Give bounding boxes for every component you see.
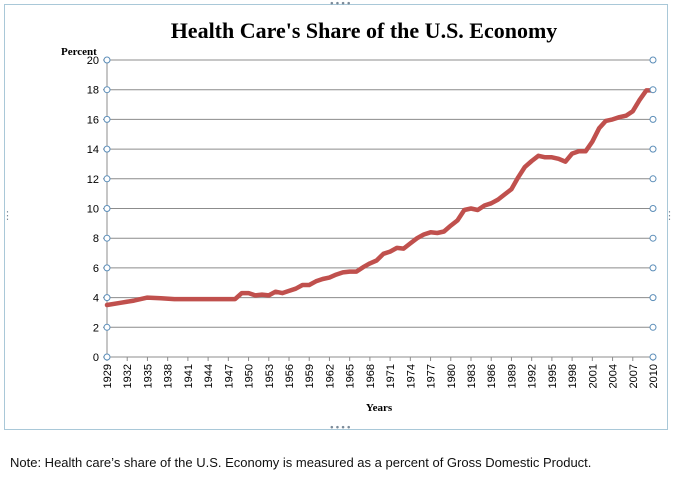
- x-axis-label: Years: [366, 402, 393, 414]
- gridline-handle-left-20: [103, 56, 111, 64]
- y-axis-label: Percent: [61, 46, 97, 58]
- resize-handle-left[interactable]: ⋮: [2, 209, 13, 222]
- x-tick-label-1977: 1977: [426, 364, 438, 388]
- axes: [103, 59, 654, 361]
- gridline-handle-left-12: [103, 175, 111, 183]
- series: [104, 88, 656, 308]
- x-tick-label-1965: 1965: [345, 364, 357, 388]
- y-tick-label-16: 16: [87, 114, 99, 126]
- gridline-handle-right-18: [649, 86, 657, 94]
- x-tick-label-1983: 1983: [466, 364, 478, 388]
- gridline-handle-left-4: [103, 294, 111, 302]
- gridline-handle-right-2: [649, 323, 657, 331]
- gridline-handle-left-18: [103, 86, 111, 94]
- x-tick-labels: 1929 1932 1935 1938 1941 1944 1947 1950 1953 1956…: [102, 364, 660, 388]
- gridline-handle-left-16: [103, 115, 111, 123]
- line-chart: Health Care's Share of the U.S. Economy …: [61, 18, 660, 414]
- resize-handle-top[interactable]: ∙∙∙∙: [329, 0, 352, 9]
- gridline-handle-left-8: [103, 234, 111, 242]
- x-tick-label-2010: 2010: [648, 364, 660, 388]
- x-tick-label-1995: 1995: [547, 364, 559, 388]
- chart-frame[interactable]: ∙∙∙∙ ∙∙∙∙ ⋮ ⋮ Health Care's Share of the…: [2, 0, 675, 433]
- gridline-handle-right-12: [649, 175, 657, 183]
- y-tick-label-4: 4: [93, 293, 99, 305]
- x-tick-label-1947: 1947: [223, 364, 235, 388]
- x-tick-label-1953: 1953: [264, 364, 276, 388]
- gridline-handle-right-10: [649, 205, 657, 212]
- x-tick-label-1998: 1998: [567, 364, 579, 388]
- x-tick-label-1932: 1932: [122, 364, 134, 388]
- x-tick-label-1929: 1929: [102, 364, 114, 388]
- chart-note: Note: Health care’s share of the U.S. Ec…: [10, 455, 592, 470]
- x-tick-label-1950: 1950: [244, 364, 256, 388]
- x-tick-label-1944: 1944: [203, 364, 215, 388]
- gridline-handle-right-0: [649, 353, 657, 361]
- y-tick-label-8: 8: [93, 233, 99, 245]
- x-tick-label-1935: 1935: [142, 364, 154, 388]
- gridline-handle-left-14: [103, 145, 111, 153]
- gridline-handle-left-2: [103, 323, 111, 331]
- x-tick-label-1968: 1968: [365, 364, 377, 388]
- x-tick-label-2004: 2004: [608, 364, 620, 388]
- y-tick-label-0: 0: [93, 352, 99, 364]
- x-tick-label-1956: 1956: [284, 364, 296, 388]
- series-line-0: [104, 88, 656, 308]
- x-tick-label-1980: 1980: [446, 364, 458, 388]
- gridlines: [107, 59, 653, 328]
- gridline-handle-right-20: [649, 56, 657, 64]
- y-tick-label-18: 18: [87, 85, 99, 97]
- x-tick-label-1938: 1938: [163, 364, 175, 388]
- x-tick-label-1959: 1959: [304, 364, 316, 388]
- x-tick-label-1941: 1941: [183, 364, 195, 388]
- x-tick-label-1992: 1992: [527, 364, 539, 388]
- x-tick-label-1974: 1974: [405, 364, 417, 388]
- x-tick-label-1989: 1989: [506, 364, 518, 388]
- resize-handle-bottom[interactable]: ∙∙∙∙: [329, 423, 352, 433]
- gridline-handle-right-8: [649, 234, 657, 242]
- gridline-handles: [103, 56, 657, 361]
- gridline-handle-left-10: [103, 205, 111, 212]
- x-tick-label-2007: 2007: [628, 364, 640, 388]
- gridline-handle-right-4: [649, 294, 657, 302]
- gridline-handle-right-14: [649, 145, 657, 153]
- gridline-handle-left-0: [103, 353, 111, 361]
- y-tick-label-12: 12: [87, 174, 99, 186]
- gridline-handle-right-6: [649, 264, 657, 272]
- y-tick-label-20: 20: [87, 55, 99, 67]
- y-tick-label-2: 2: [93, 322, 99, 334]
- gridline-handle-right-16: [649, 115, 657, 123]
- x-tick-label-1971: 1971: [385, 364, 397, 388]
- gridline-handle-left-6: [103, 264, 111, 272]
- chart-title: Health Care's Share of the U.S. Economy: [171, 18, 558, 43]
- y-tick-labels: 0 2 4 6 8 10 12 14 16 18 20: [87, 55, 99, 364]
- x-tick-label-1962: 1962: [324, 364, 336, 388]
- resize-handle-right[interactable]: ⋮: [664, 209, 675, 222]
- x-tick-label-2001: 2001: [587, 364, 599, 388]
- y-tick-label-14: 14: [87, 144, 99, 156]
- y-tick-label-6: 6: [93, 263, 99, 275]
- x-tick-label-1986: 1986: [486, 364, 498, 388]
- y-tick-label-10: 10: [87, 204, 99, 216]
